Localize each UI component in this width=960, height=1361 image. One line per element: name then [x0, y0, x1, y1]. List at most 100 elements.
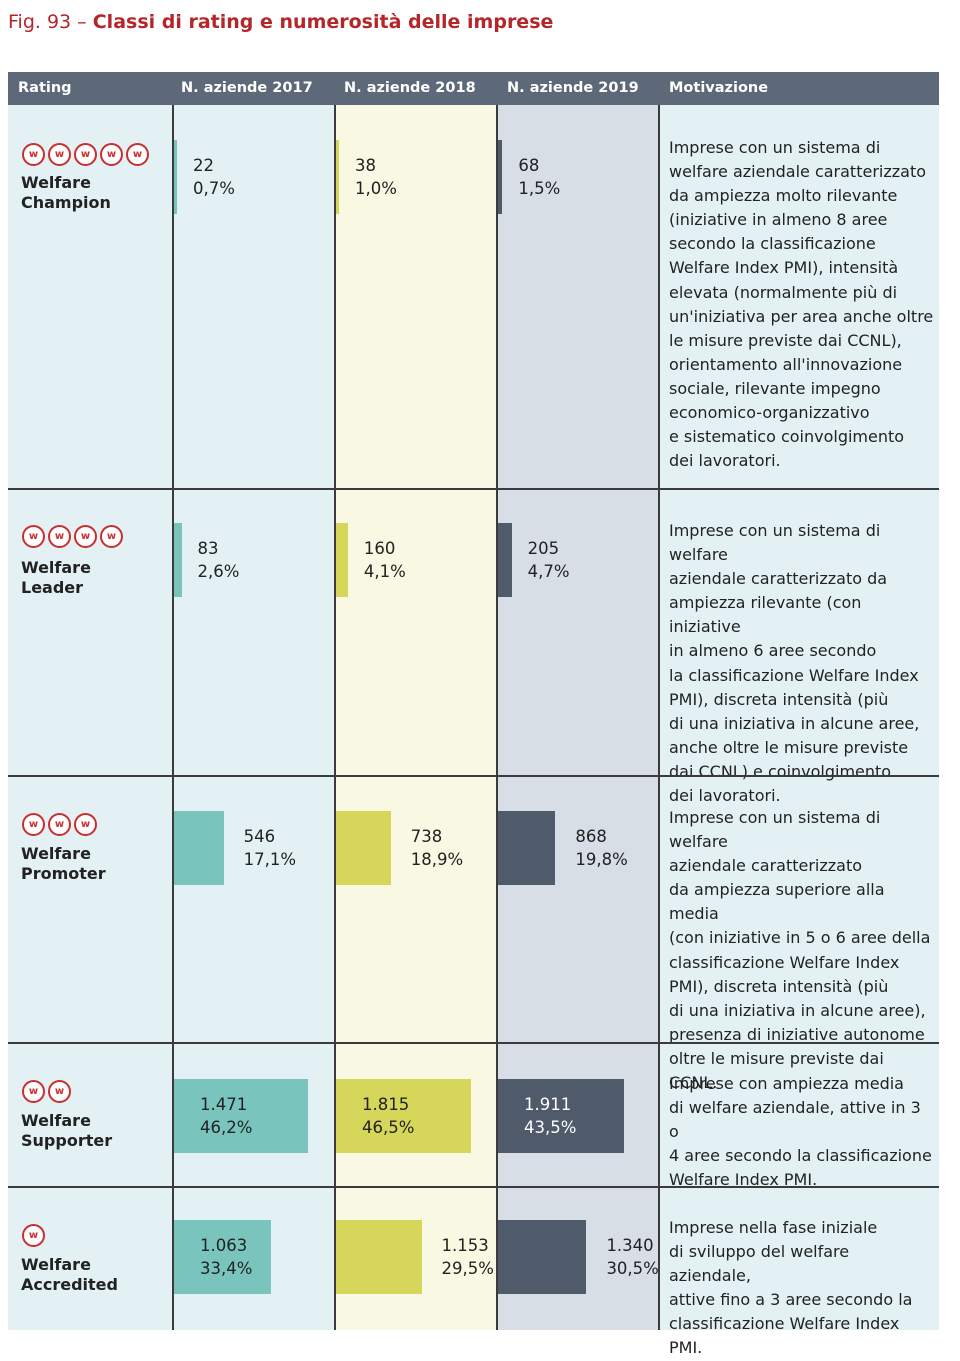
bar-2018 — [336, 1079, 471, 1153]
bar-value-label: 205 4,7% — [528, 537, 570, 583]
rating-name: Welfare Champion — [21, 173, 111, 213]
bar-2019 — [498, 523, 512, 597]
w-badge-icon: w — [74, 525, 97, 548]
column-header: Motivazione — [669, 80, 769, 96]
company-percent: 17,1% — [243, 850, 296, 869]
rating-name: Welfare Leader — [21, 558, 91, 598]
company-count: 1.471 — [200, 1095, 248, 1114]
bar-value-label: 160 4,1% — [364, 537, 406, 583]
motivation-text: Imprese con ampiezza media di welfare az… — [669, 1074, 932, 1190]
bar-2018 — [336, 523, 348, 597]
company-percent: 1,5% — [518, 179, 561, 198]
rating-name-line2: Leader — [21, 578, 84, 597]
w-badge-icon: w — [126, 143, 149, 166]
company-percent: 46,5% — [362, 1118, 415, 1137]
w-badge-icon: w — [48, 143, 71, 166]
column-divider — [658, 105, 660, 1330]
bar-2019 — [498, 1220, 587, 1294]
figure-name: Classi di rating e numerosità delle impr… — [92, 11, 554, 33]
row-divider — [8, 1186, 939, 1188]
rating-name-line2: Accredited — [21, 1275, 118, 1294]
w-badge-icon: w — [48, 525, 71, 548]
motivation-column-bg — [660, 105, 939, 1330]
bar-value-label: 1.471 46,2% — [200, 1093, 252, 1139]
figure-number: Fig. 93 – — [8, 11, 87, 33]
column-divider — [172, 105, 174, 1330]
bar-value-label: 38 1,0% — [355, 154, 397, 200]
company-percent: 4,1% — [363, 562, 406, 581]
column-header: N. aziende 2019 — [507, 80, 639, 96]
bar-value-label: 83 2,6% — [198, 537, 240, 583]
company-percent: 33,4% — [200, 1259, 253, 1278]
w-badge-icon: w — [100, 525, 123, 548]
w-badge-icon: w — [22, 813, 45, 836]
w-badge-icon: w — [48, 813, 71, 836]
rating-name-line1: Welfare — [21, 1255, 91, 1274]
company-percent: 19,8% — [575, 850, 628, 869]
bar-value-label: 1.063 33,4% — [200, 1234, 252, 1280]
company-percent: 2,6% — [197, 562, 240, 581]
bar-value-label: 1.340 30,5% — [606, 1234, 658, 1280]
company-count: 868 — [575, 827, 607, 846]
w-badge-icon: w — [74, 143, 97, 166]
bar-2017 — [174, 140, 177, 214]
bar-2018 — [336, 140, 339, 214]
company-count: 160 — [363, 539, 396, 558]
bar-2017 — [174, 1079, 308, 1153]
company-percent: 30,5% — [606, 1259, 659, 1278]
company-percent: 4,7% — [527, 562, 570, 581]
company-count: 738 — [410, 827, 443, 846]
rating-badges: w — [22, 1224, 48, 1248]
company-count: 22 — [193, 156, 214, 175]
company-count: 205 — [527, 539, 560, 558]
rating-column-bg — [8, 105, 174, 1330]
bar-value-label: 1.815 46,5% — [362, 1093, 414, 1139]
w-badge-icon: w — [22, 525, 45, 548]
column-header: N. aziende 2017 — [181, 80, 313, 96]
company-count: 83 — [197, 539, 219, 558]
rating-name: Welfare Accredited — [21, 1255, 118, 1295]
company-percent: 0,7% — [193, 179, 235, 198]
rating-name-line1: Welfare — [21, 173, 91, 192]
rating-name-line2: Promoter — [21, 864, 106, 883]
company-percent: 43,5% — [524, 1118, 577, 1137]
rating-name-line2: Supporter — [21, 1131, 113, 1150]
company-count: 38 — [355, 156, 376, 175]
row-divider — [8, 775, 939, 777]
bar-2017 — [174, 1220, 271, 1294]
motivation-text: Imprese nella fase iniziale di sviluppo … — [669, 1218, 913, 1358]
column-header: N. aziende 2018 — [344, 80, 476, 96]
bar-value-label: 68 1,5% — [518, 154, 560, 200]
company-percent: 1,0% — [355, 179, 397, 198]
company-count: 546 — [243, 827, 276, 846]
row-divider — [8, 488, 939, 490]
bar-value-label: 738 18,9% — [411, 825, 463, 871]
w-badge-icon: w — [74, 813, 97, 836]
rating-name-line1: Welfare — [21, 1111, 91, 1130]
rating-name-line1: Welfare — [21, 844, 91, 863]
rating-name-line2: Champion — [21, 193, 111, 212]
bar-value-label: 22 0,7% — [193, 154, 235, 200]
bar-2017 — [174, 523, 182, 597]
company-count: 1.340 — [606, 1236, 654, 1255]
bar-2019 — [498, 140, 503, 214]
bar-value-label: 868 19,8% — [575, 825, 627, 871]
w-badge-icon: w — [22, 1080, 45, 1103]
company-count: 68 — [518, 156, 540, 175]
bar-2018 — [336, 811, 391, 885]
company-count: 1.911 — [524, 1095, 572, 1114]
bar-2018 — [336, 1220, 422, 1294]
rating-name: Welfare Promoter — [21, 844, 106, 884]
w-badge-icon: w — [22, 143, 45, 166]
bar-value-label: 1.911 43,5% — [524, 1093, 576, 1139]
w-badge-icon: w — [100, 143, 123, 166]
column-divider — [496, 105, 498, 1330]
rating-name: Welfare Supporter — [21, 1111, 112, 1151]
company-count: 1.063 — [200, 1236, 248, 1255]
bar-2019 — [498, 811, 556, 885]
motivation-text: Imprese con un sistema di welfare aziend… — [669, 521, 920, 806]
w-badge-icon: w — [22, 1224, 45, 1247]
